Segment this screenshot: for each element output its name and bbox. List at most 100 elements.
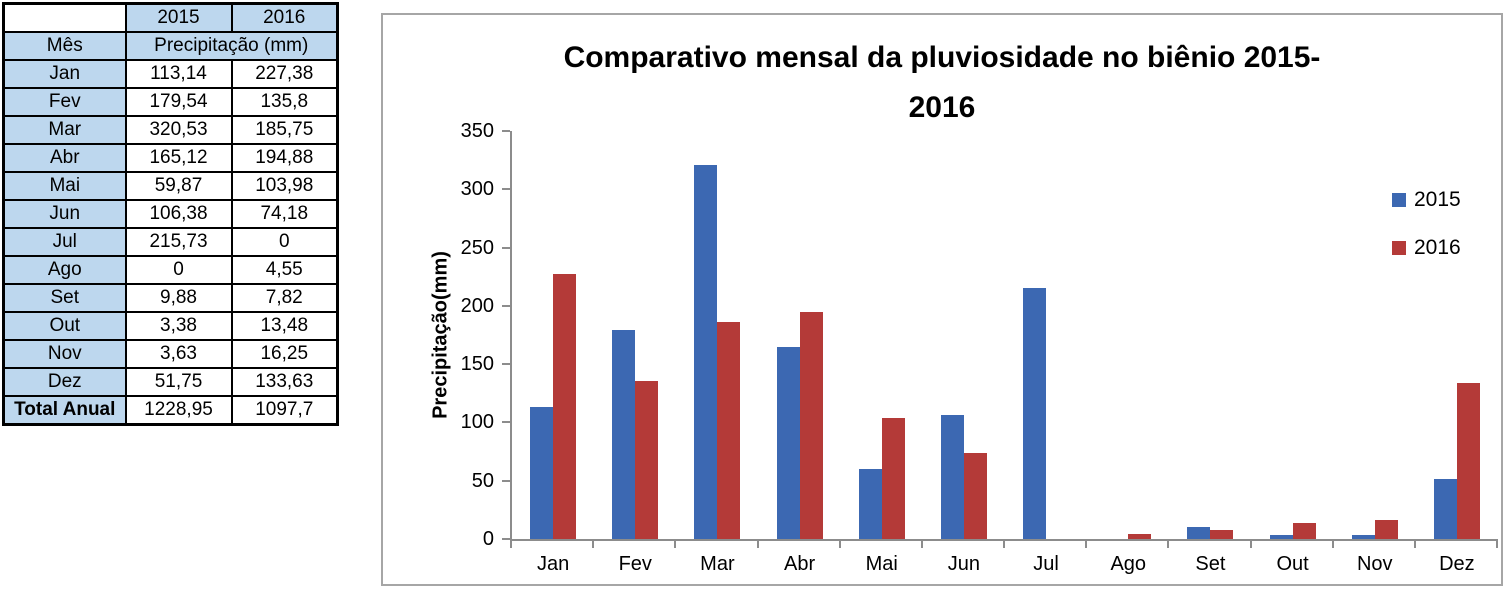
bar-Set-2016	[1210, 529, 1234, 539]
value-2016-cell: 74,18	[230, 199, 339, 229]
x-tick-mark	[592, 541, 595, 548]
y-tick-label: 200	[460, 294, 494, 317]
value-2016-cell: 7,82	[230, 283, 339, 313]
table-row: Mai 59,87 103,98	[2, 171, 339, 201]
chart: Comparativo mensal da pluviosidade no bi…	[381, 13, 1503, 586]
month-cell: Jan	[2, 59, 127, 89]
bar-Set-2015	[1187, 527, 1211, 539]
y-tick-label: 50	[471, 469, 494, 492]
legend-entry-2015: 2015	[1392, 189, 1461, 211]
y-tick-mark	[502, 188, 510, 191]
chart-title-line-1: Comparativo mensal da pluviosidade no bi…	[563, 41, 1321, 74]
bar-Mar-2016	[717, 322, 741, 539]
month-cell: Mar	[2, 115, 127, 145]
precipitation-header-cell: Precipitação (mm)	[124, 31, 339, 61]
value-2015-cell: 215,73	[124, 227, 233, 257]
value-2015-cell: 3,63	[124, 339, 233, 369]
table-row: Out 3,38 13,48	[2, 311, 339, 341]
y-tick-label: 300	[460, 178, 494, 201]
bar-Dez-2015	[1433, 478, 1457, 539]
legend-swatch-2016	[1392, 241, 1406, 255]
value-2016-cell: 16,25	[230, 339, 339, 369]
value-2016-cell: 185,75	[230, 115, 339, 145]
table-row: Nov 3,63 16,25	[2, 339, 339, 369]
year-header-2016: 2016	[230, 2, 339, 33]
month-cell: Out	[2, 311, 127, 341]
month-cell: Nov	[2, 339, 127, 369]
table-row: Abr 165,12 194,88	[2, 143, 339, 173]
total-label-cell: Total Anual	[2, 395, 127, 426]
table-row: Ago 0 4,55	[2, 255, 339, 285]
x-tick-mark	[838, 541, 841, 548]
bar-Abr-2015	[776, 346, 800, 539]
bar-Jun-2016	[963, 452, 987, 539]
legend-label-2015: 2015	[1414, 188, 1461, 211]
total-2015-cell: 1228,95	[124, 395, 233, 426]
y-tick-mark	[502, 421, 510, 424]
corner-cell	[2, 2, 127, 33]
x-tick-mark	[1249, 541, 1252, 548]
x-axis-label: Dez	[1439, 553, 1475, 575]
bar-Dez-2016	[1456, 383, 1480, 539]
x-axis-label: Jun	[947, 553, 981, 575]
table-total-row: Total Anual 1228,95 1097,7	[2, 395, 339, 426]
y-tick-label: 100	[460, 411, 494, 434]
value-2015-cell: 320,53	[124, 115, 233, 145]
table-row: Set 9,88 7,82	[2, 283, 339, 313]
legend-label-2016: 2016	[1414, 236, 1461, 259]
y-tick-mark	[502, 130, 510, 132]
mes-header-cell: Mês	[2, 31, 127, 61]
total-2016-cell: 1097,7	[230, 395, 339, 426]
month-cell: Jul	[2, 227, 127, 257]
x-tick-mark	[510, 541, 512, 548]
value-2016-cell: 227,38	[230, 59, 339, 89]
value-2016-cell: 4,55	[230, 255, 339, 285]
x-axis-label: Abr	[784, 553, 816, 575]
table-body: 2015 2016 Mês Precipitação (mm) Jan 113,1…	[2, 2, 339, 426]
month-cell: Ago	[2, 255, 127, 285]
month-cell: Mai	[2, 171, 127, 201]
x-axis-label: Mar	[700, 553, 735, 575]
x-axis-label: Set	[1195, 553, 1226, 575]
y-tick-mark	[502, 363, 510, 366]
x-tick-mark	[1496, 541, 1498, 548]
value-2016-cell: 133,63	[230, 367, 339, 397]
value-2016-cell: 103,98	[230, 171, 339, 201]
value-2016-cell: 0	[230, 227, 339, 257]
value-2015-cell: 179,54	[124, 87, 233, 117]
table-header-row: 2015 2016	[2, 2, 339, 33]
month-cell: Set	[2, 283, 127, 313]
table-row: Fev 179,54 135,8	[2, 87, 339, 117]
y-tick-mark	[502, 479, 510, 482]
y-tick-mark	[502, 246, 510, 249]
bar-Jun-2015	[940, 415, 964, 539]
value-2015-cell: 165,12	[124, 143, 233, 173]
x-tick-mark	[1167, 541, 1170, 548]
month-cell: Abr	[2, 143, 127, 173]
y-tick-label: 350	[460, 120, 494, 142]
legend-swatch-2015	[1392, 193, 1406, 207]
bar-Ago-2016	[1128, 533, 1152, 539]
table-row: Mar 320,53 185,75	[2, 115, 339, 145]
bar-Jan-2015	[530, 407, 554, 539]
y-tick-mark	[502, 304, 510, 307]
year-header-2015: 2015	[124, 2, 233, 33]
bar-Nov-2016	[1374, 520, 1398, 539]
x-axis-label: Mai	[865, 553, 898, 575]
precipitation-table: 2015 2016 Mês Precipitação (mm) Jan 113,1…	[2, 2, 339, 426]
x-axis-label: Jul	[1033, 553, 1059, 575]
value-2016-cell: 13,48	[230, 311, 339, 341]
x-axis-label: Out	[1276, 553, 1309, 575]
x-tick-mark	[674, 541, 677, 548]
value-2015-cell: 0	[124, 255, 233, 285]
value-2016-cell: 135,8	[230, 87, 339, 117]
chart-title-line-2: 2016	[908, 91, 976, 124]
bar-Jul-2015	[1023, 287, 1047, 539]
month-cell: Dez	[2, 367, 127, 397]
month-cell: Jun	[2, 199, 127, 229]
table-row: Jul 215,73 0	[2, 227, 339, 257]
legend-entry-2016: 2016	[1392, 237, 1461, 259]
value-2016-cell: 194,88	[230, 143, 339, 173]
bar-Mai-2016	[881, 417, 905, 539]
y-tick-mark	[502, 538, 510, 540]
